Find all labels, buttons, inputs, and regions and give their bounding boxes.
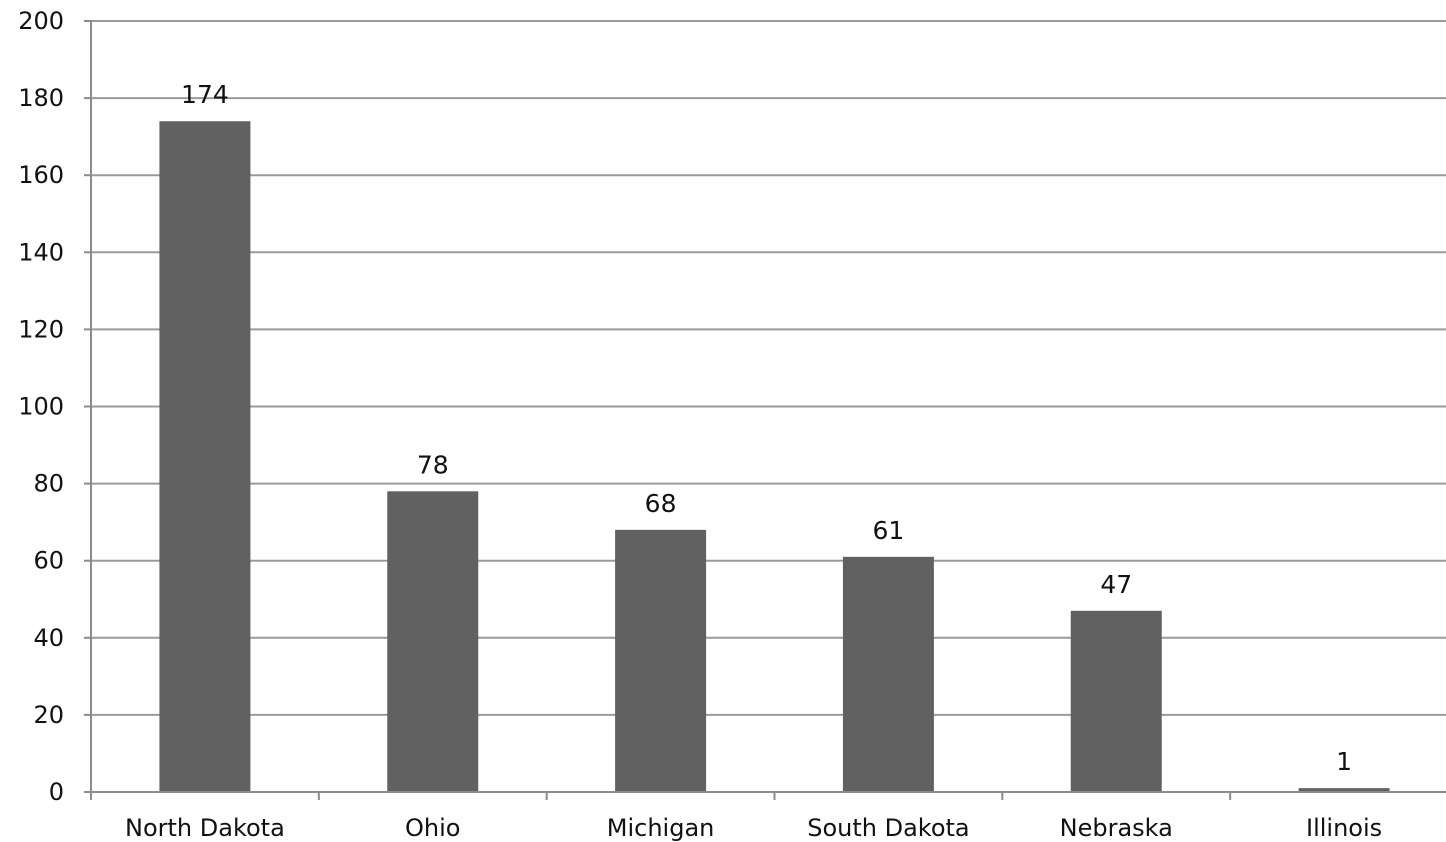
bar	[1298, 788, 1390, 792]
data-label: 78	[417, 450, 449, 479]
y-tick-label: 60	[33, 547, 64, 575]
y-tick-label: 160	[18, 161, 64, 189]
bars	[159, 121, 1390, 793]
y-tick-label: 120	[18, 315, 64, 343]
x-category-label: North Dakota	[125, 814, 285, 842]
x-category-label: Illinois	[1306, 814, 1382, 842]
y-tick-label: 40	[33, 624, 64, 652]
data-label: 47	[1100, 570, 1132, 599]
y-tick-label: 180	[18, 84, 64, 112]
y-tick-label: 140	[18, 238, 64, 266]
axes	[84, 20, 1446, 800]
data-label: 68	[645, 489, 677, 518]
y-tick-label: 0	[49, 778, 64, 806]
bar	[1070, 610, 1162, 792]
labels: 0 20 40 60 80 100 120 140 160 180 200 174 North Dako…	[18, 7, 1382, 842]
gridlines	[91, 20, 1446, 716]
y-tick-label: 100	[18, 393, 64, 421]
y-tick-label: 200	[18, 7, 64, 35]
bar	[615, 529, 707, 792]
data-label: 1	[1336, 747, 1352, 776]
data-label: 61	[873, 516, 905, 545]
bar	[842, 556, 934, 792]
x-category-label: Michigan	[607, 814, 715, 842]
y-tick-label: 20	[33, 701, 64, 729]
bar	[387, 491, 479, 792]
data-label: 174	[181, 80, 229, 109]
x-category-label: Nebraska	[1060, 814, 1173, 842]
bar	[159, 121, 251, 793]
y-tick-label: 80	[33, 470, 64, 498]
x-category-label: South Dakota	[807, 814, 969, 842]
x-category-label: Ohio	[405, 814, 460, 842]
